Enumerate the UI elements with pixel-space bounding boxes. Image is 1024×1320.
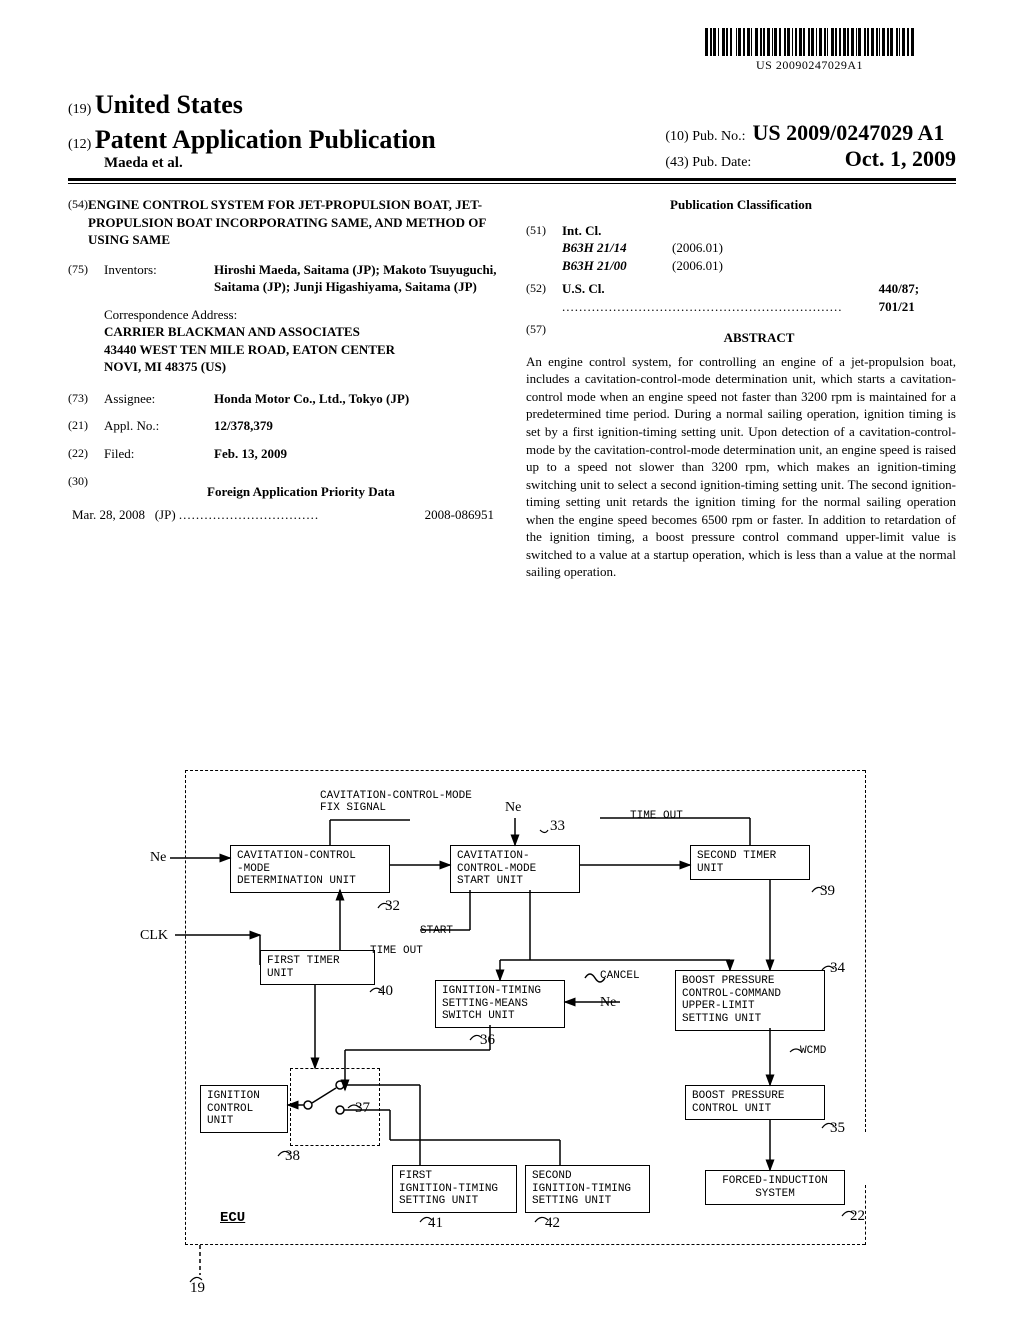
pubno-code: (10) [665, 129, 688, 144]
filed-date: Feb. 13, 2009 [214, 446, 287, 461]
barcode [705, 28, 914, 56]
intcl-label: Int. Cl. [562, 223, 601, 238]
pubno-label: Pub. No.: [692, 129, 745, 144]
country: United States [95, 90, 243, 119]
abstract-code: (57) [526, 321, 562, 353]
left-column: (54) ENGINE CONTROL SYSTEM FOR JET-PROPU… [68, 196, 498, 581]
intcl-item-ver: (2006.01) [672, 257, 723, 275]
uscl-code: (52) [526, 280, 562, 315]
intcl-code: (51) [526, 222, 562, 275]
inventors-code: (75) [68, 261, 104, 296]
foreign-code: (30) [68, 473, 104, 507]
author-line: Maeda et al. [104, 155, 436, 172]
uscl-label: U.S. Cl. [562, 281, 605, 296]
correspondence-label: Correspondence Address: [104, 306, 498, 324]
dots-leader [702, 299, 842, 314]
kind-code: (12) [68, 137, 91, 152]
intcl-item-ver: (2006.01) [672, 239, 723, 257]
foreign-header: Foreign Application Priority Data [104, 483, 498, 501]
correspondence-name: CARRIER BLACKMAN AND ASSOCIATES [104, 323, 498, 341]
publication-date: Oct. 1, 2009 [845, 146, 956, 171]
applno-label: Appl. No.: [104, 417, 214, 435]
right-column: Publication Classification (51) Int. Cl.… [526, 196, 956, 581]
invention-title: ENGINE CONTROL SYSTEM FOR JET-PROPULSION… [88, 196, 498, 249]
application-number: 12/378,379 [214, 418, 273, 433]
intcl-item-code: B63H 21/00 [562, 257, 672, 275]
priority-date: Mar. 28, 2008 [72, 507, 145, 522]
filed-label: Filed: [104, 445, 214, 463]
divider-thin [68, 183, 956, 184]
pubclass-header: Publication Classification [526, 196, 956, 214]
barcode-block: US 20090247029A1 [705, 28, 914, 73]
divider-thick [68, 178, 956, 181]
diagram-connectors [130, 770, 890, 1300]
block-diagram: CAVITATION-CONTROL-MODEDETERMINATION UNI… [130, 770, 890, 1290]
applno-code: (21) [68, 417, 104, 435]
priority-country: (JP) [155, 507, 176, 522]
barcode-number: US 20090247029A1 [705, 58, 914, 73]
country-code: (19) [68, 102, 91, 117]
inventors-label: Inventors: [104, 261, 214, 296]
correspondence-addr1: 43440 WEST TEN MILE ROAD, EATON CENTER [104, 341, 498, 359]
patent-header: (19) United States (12) Patent Applicati… [68, 90, 956, 184]
dots-leader [179, 507, 319, 522]
abstract-text: An engine control system, for controllin… [526, 353, 956, 581]
correspondence-addr2: NOVI, MI 48375 (US) [104, 358, 498, 376]
assignee-code: (73) [68, 390, 104, 408]
intcl-item-code: B63H 21/14 [562, 239, 672, 257]
dots-leader [562, 299, 702, 314]
assignee: Honda Motor Co., Ltd., Tokyo (JP) [214, 391, 409, 406]
pubdate-code: (43) [665, 155, 688, 170]
filed-code: (22) [68, 445, 104, 463]
assignee-label: Assignee: [104, 390, 214, 408]
priority-number: 2008-086951 [425, 506, 494, 524]
abstract-header: ABSTRACT [562, 329, 956, 347]
title-code: (54) [68, 196, 88, 249]
inventors: Hiroshi Maeda, Saitama (JP); Makoto Tsuy… [214, 262, 497, 295]
publication-number: US 2009/0247029 A1 [752, 120, 944, 145]
pub-kind: Patent Application Publication [95, 125, 436, 154]
uscl-value: 440/87; 701/21 [879, 280, 956, 315]
pubdate-label: Pub. Date: [692, 155, 751, 170]
